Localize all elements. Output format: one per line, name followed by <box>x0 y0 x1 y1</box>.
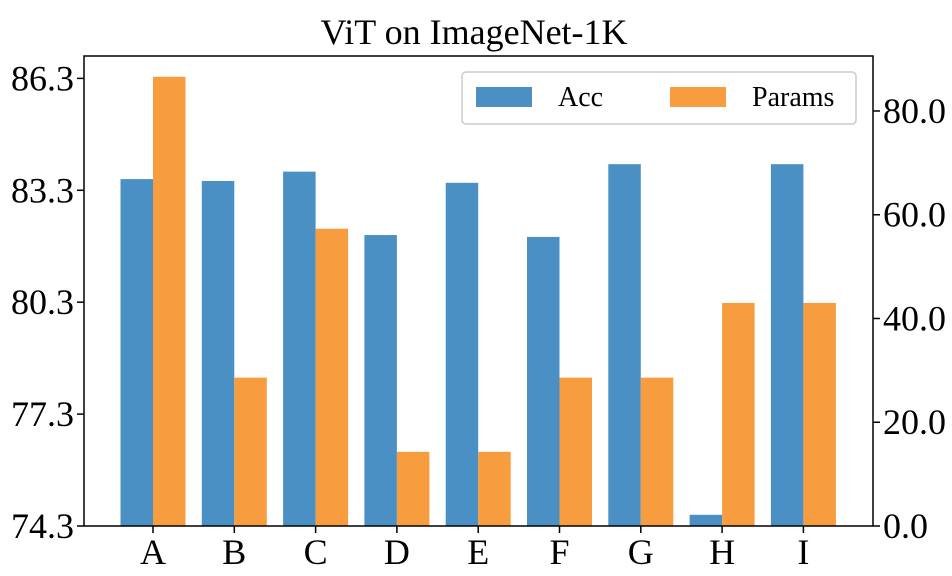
bar-params-i <box>803 302 836 526</box>
right-y-axis: 0.0 20.0 40.0 60.0 80.0 <box>873 91 946 546</box>
x-tick-label: E <box>467 532 489 571</box>
bar-params-c <box>315 228 349 526</box>
bar-params-d <box>396 451 430 526</box>
legend-label-acc: Acc <box>558 82 603 113</box>
legend: Acc Params <box>461 71 857 125</box>
left-tick-label: 86.3 <box>11 58 74 98</box>
bars-layer <box>120 76 836 527</box>
legend-swatch-acc <box>476 87 532 107</box>
x-tick-label: F <box>549 532 569 571</box>
bar-params-f <box>559 377 592 526</box>
legend-swatch-params <box>670 87 726 107</box>
left-tick-label: 77.3 <box>11 394 74 434</box>
x-tick-label: B <box>222 532 246 571</box>
x-tick-label: A <box>140 532 166 571</box>
bar-acc-i <box>770 164 804 526</box>
bar-params-a <box>153 76 186 526</box>
left-tick-label: 83.3 <box>11 170 74 210</box>
x-axis: A B C D E F G H I <box>140 526 809 572</box>
legend-box <box>461 71 857 125</box>
bar-params-e <box>478 451 511 526</box>
right-tick-label: 0.0 <box>883 506 928 546</box>
bar-params-h <box>722 302 755 526</box>
x-tick-label: D <box>384 532 410 571</box>
bar-params-g <box>640 377 674 526</box>
bar-acc-c <box>283 171 316 526</box>
bar-params-b <box>234 377 267 526</box>
x-tick-label: G <box>628 532 654 571</box>
bar-acc-f <box>527 236 560 526</box>
left-y-axis: 74.3 77.3 80.3 83.3 86.3 <box>11 58 84 546</box>
bar-acc-d <box>364 235 397 527</box>
x-tick-label: I <box>797 532 809 571</box>
left-tick-label: 74.3 <box>11 506 74 546</box>
right-tick-label: 60.0 <box>883 195 946 235</box>
left-tick-label: 80.3 <box>11 282 74 322</box>
bar-acc-e <box>445 182 479 527</box>
chart-title: ViT on ImageNet-1K <box>320 12 627 52</box>
x-tick-label: C <box>304 532 328 571</box>
bar-acc-a <box>120 179 153 526</box>
bar-acc-b <box>201 180 235 526</box>
right-tick-label: 40.0 <box>883 298 946 338</box>
legend-label-params: Params <box>752 82 834 113</box>
right-tick-label: 20.0 <box>883 402 946 442</box>
x-tick-label: H <box>709 532 735 571</box>
bar-acc-h <box>689 514 723 526</box>
bar-acc-g <box>608 164 641 526</box>
right-tick-label: 80.0 <box>883 91 946 131</box>
